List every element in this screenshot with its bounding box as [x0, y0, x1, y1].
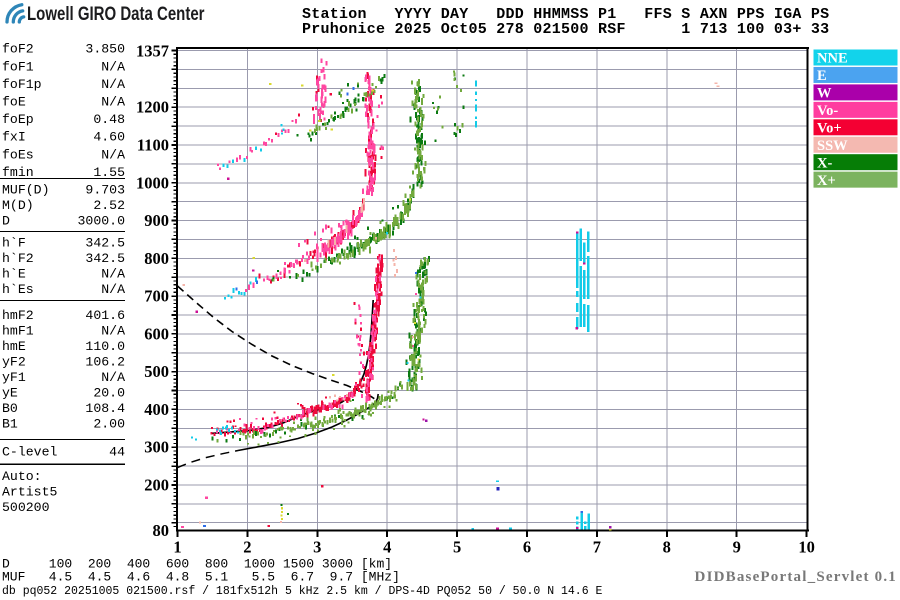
- svg-text:MUF 4.5 4.5 4.6 4.8 5.1: MUF 4.5 4.5 4.6 4.8 5.1 5.5 6.7 9.7 [MHz…: [2, 570, 400, 585]
- svg-text:X+: X+: [817, 173, 836, 189]
- svg-text:6: 6: [523, 538, 531, 557]
- svg-text:1000: 1000: [136, 173, 169, 192]
- svg-text:7: 7: [593, 538, 601, 557]
- svg-text:yF1: yF1: [2, 370, 26, 385]
- svg-text:E: E: [817, 68, 827, 84]
- svg-text:80: 80: [153, 521, 170, 540]
- svg-text:700: 700: [144, 287, 169, 306]
- svg-text:500200: 500200: [2, 500, 50, 515]
- svg-text:NNE: NNE: [817, 51, 848, 67]
- svg-text:N/A: N/A: [101, 147, 125, 162]
- svg-text:900: 900: [144, 211, 169, 230]
- svg-text:N/A: N/A: [101, 59, 125, 74]
- svg-text:foEs: foEs: [2, 147, 34, 162]
- svg-text:300: 300: [144, 438, 169, 457]
- svg-text:Lowell GIRO Data Center: Lowell GIRO Data Center: [27, 3, 205, 24]
- svg-text:9.703: 9.703: [85, 182, 125, 197]
- svg-text:hmF1: hmF1: [2, 324, 34, 339]
- svg-text:1.55: 1.55: [93, 165, 125, 180]
- svg-text:fxI: fxI: [2, 130, 26, 145]
- svg-text:N/A: N/A: [101, 267, 125, 282]
- svg-text:N/A: N/A: [101, 370, 125, 385]
- svg-text:h`Es: h`Es: [2, 282, 34, 297]
- svg-text:N/A: N/A: [101, 282, 125, 297]
- svg-text:Artist5: Artist5: [2, 485, 57, 500]
- svg-text:Pruhonice 2025 Oct05 278 02150: Pruhonice 2025 Oct05 278 021500 RSF 1 71…: [302, 21, 829, 38]
- svg-text:3.850: 3.850: [85, 42, 125, 57]
- svg-text:D: D: [2, 213, 10, 228]
- svg-text:yF2: yF2: [2, 355, 26, 370]
- svg-text:600: 600: [144, 324, 169, 343]
- svg-text:4.60: 4.60: [93, 130, 125, 145]
- svg-text:200: 200: [144, 476, 169, 495]
- svg-text:foE: foE: [2, 95, 26, 110]
- svg-text:h`F: h`F: [2, 236, 26, 251]
- svg-text:800: 800: [144, 249, 169, 268]
- svg-text:N/A: N/A: [101, 95, 125, 110]
- svg-text:SSW: SSW: [817, 138, 848, 154]
- svg-text:h`F2: h`F2: [2, 251, 34, 266]
- svg-text:0.48: 0.48: [93, 112, 125, 127]
- svg-text:B1: B1: [2, 417, 18, 432]
- svg-text:M(D): M(D): [2, 198, 34, 213]
- svg-text:1100: 1100: [137, 136, 169, 155]
- svg-text:MUF(D): MUF(D): [2, 182, 49, 197]
- svg-text:X-: X-: [817, 155, 832, 171]
- svg-text:D 100 200 400 600 800: D 100 200 400 600 800 1000 1500 3000 [km…: [2, 556, 392, 571]
- svg-text:3000.0: 3000.0: [78, 213, 126, 228]
- svg-text:106.2: 106.2: [85, 355, 125, 370]
- svg-text:2: 2: [243, 538, 251, 557]
- svg-text:h`E: h`E: [2, 267, 26, 282]
- svg-text:342.5: 342.5: [85, 251, 125, 266]
- svg-text:hmF2: hmF2: [2, 308, 34, 323]
- svg-text:2.00: 2.00: [93, 417, 125, 432]
- svg-text:10: 10: [798, 538, 815, 557]
- svg-text:400: 400: [144, 400, 169, 419]
- svg-text:1: 1: [173, 538, 181, 557]
- svg-text:3: 3: [313, 538, 321, 557]
- svg-text:8: 8: [663, 538, 671, 557]
- svg-text:2.52: 2.52: [93, 198, 125, 213]
- svg-text:401.6: 401.6: [85, 308, 125, 323]
- svg-text:Auto:: Auto:: [2, 469, 42, 484]
- svg-text:N/A: N/A: [101, 77, 125, 92]
- svg-text:44: 44: [109, 445, 125, 460]
- svg-text:db pq052 20251005 021500.rsf /: db pq052 20251005 021500.rsf / 181fx512h…: [2, 585, 602, 598]
- svg-text:Vo+: Vo+: [817, 121, 842, 137]
- svg-text:fmin: fmin: [2, 165, 34, 180]
- svg-text:DIDBasePortal_Servlet 0.1: DIDBasePortal_Servlet 0.1: [695, 569, 897, 585]
- svg-text:500: 500: [144, 362, 169, 381]
- svg-text:110.0: 110.0: [85, 339, 125, 354]
- svg-text:Station YYYY DAY DDD HHMMS: Station YYYY DAY DDD HHMMSS P1 FFS S AXN…: [302, 6, 829, 23]
- svg-text:yE: yE: [2, 386, 18, 401]
- svg-text:foF1p: foF1p: [2, 77, 42, 92]
- svg-text:1357: 1357: [136, 42, 169, 61]
- svg-text:5: 5: [453, 538, 461, 557]
- svg-text:N/A: N/A: [101, 324, 125, 339]
- svg-text:Vo-: Vo-: [817, 103, 838, 119]
- svg-text:C-level: C-level: [2, 445, 57, 460]
- svg-text:9: 9: [733, 538, 741, 557]
- svg-text:342.5: 342.5: [85, 236, 125, 251]
- svg-text:108.4: 108.4: [85, 401, 125, 416]
- svg-text:1200: 1200: [136, 98, 169, 117]
- svg-text:foF1: foF1: [2, 59, 34, 74]
- svg-text:20.0: 20.0: [93, 386, 125, 401]
- svg-text:foF2: foF2: [2, 42, 34, 57]
- svg-text:foEp: foEp: [2, 112, 34, 127]
- svg-text:B0: B0: [2, 401, 18, 416]
- svg-text:W: W: [817, 86, 832, 102]
- svg-text:4: 4: [383, 538, 391, 557]
- svg-text:hmE: hmE: [2, 339, 26, 354]
